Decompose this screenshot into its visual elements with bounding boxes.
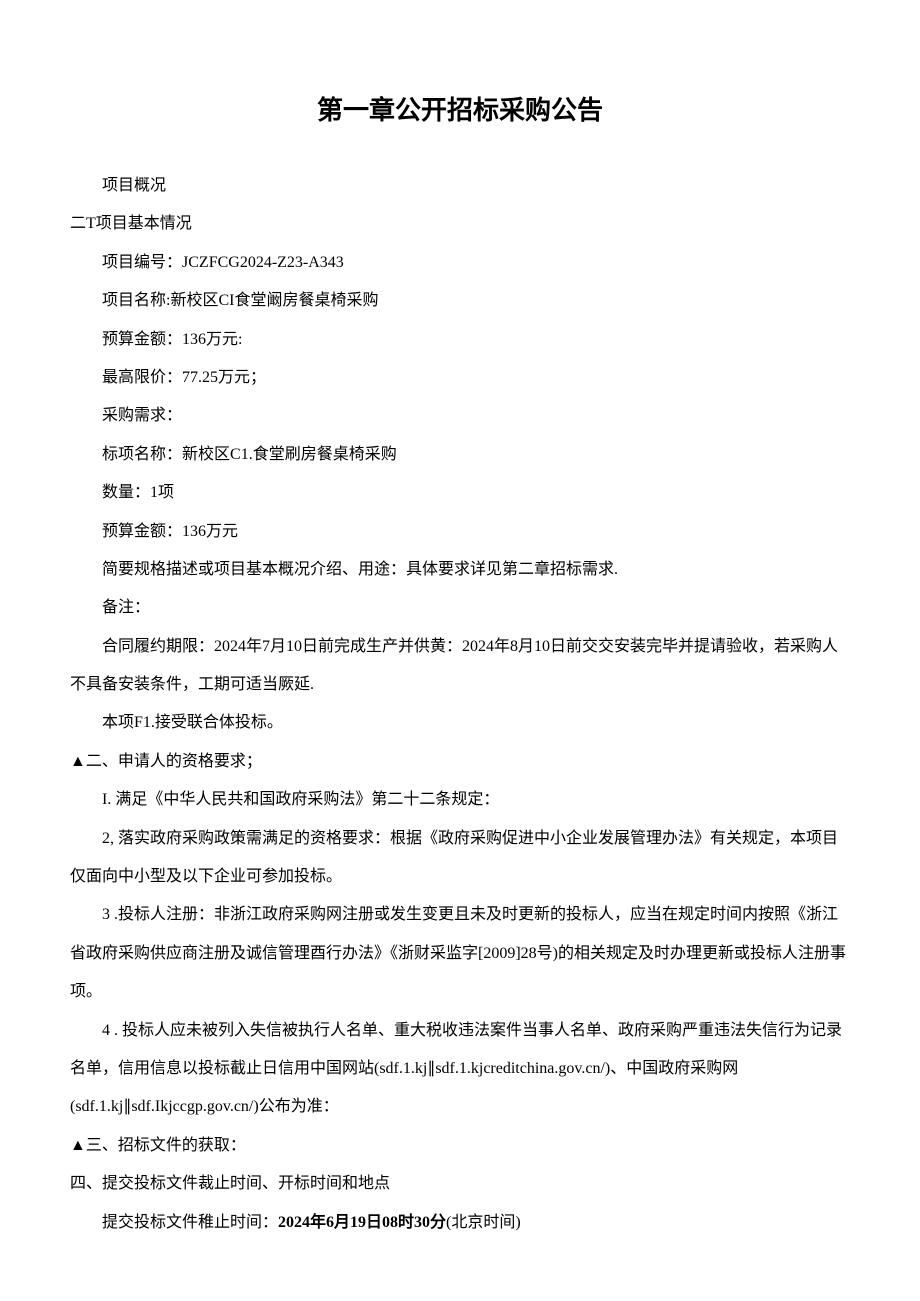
section2-item4: 4 . 投标人应未被列入失信被执行人名单、重大税收违法案件当事人名单、政府采购严…: [70, 1012, 850, 1127]
section2-item1: I. 满足《中华人民共和国政府采购法》第二十二条规定：: [70, 781, 850, 819]
quantity-row: 数量：1项: [70, 474, 850, 512]
section2-item2: 2, 落实政府采购政策需满足的资格要求：根据《政府采购促进中小企业发展管理办法》…: [70, 820, 850, 897]
quantity-label: 数量：: [102, 484, 150, 501]
project-name-label: 项目名称:: [102, 292, 170, 309]
project-no-label: 项目编号：: [102, 254, 182, 271]
spec-desc: 简要规格描述或项目基本概况介绍、用途：具体要求详见第二章招标需求.: [70, 551, 850, 589]
contract-period: 合同履约期限：2024年7月10日前完成生产并供黄：2024年8月10日前交交安…: [70, 628, 850, 705]
max-price-row: 最高限价：77.25万元；: [70, 359, 850, 397]
max-price: 77.25万元；: [182, 369, 266, 386]
item-budget: 136万元: [182, 523, 238, 540]
project-name: 新校区CI食堂阚房餐桌椅采购: [170, 292, 378, 309]
bid-item-name: 新校区C1.食堂刷房餐桌椅采购: [182, 446, 397, 463]
section2-heading: ▲二、申请人的资格要求；: [70, 743, 850, 781]
bid-item-label: 标项名称：: [102, 446, 182, 463]
budget: 136万元:: [182, 331, 242, 348]
notes-label: 备注：: [70, 589, 850, 627]
quantity: 1项: [150, 484, 174, 501]
overview-label: 项目概况: [70, 167, 850, 205]
section4-heading: 四、提交投标文件裁止时间、开标时间和地点: [70, 1165, 850, 1203]
deadline-suffix: (北京时间): [446, 1214, 521, 1231]
max-price-label: 最高限价：: [102, 369, 182, 386]
item-budget-row: 预算金额：136万元: [70, 513, 850, 551]
deadline-prefix: 提交投标文件稚止时间：: [102, 1214, 278, 1231]
section1-heading: 二T项目基本情况: [70, 205, 850, 243]
budget-label: 预算金额：: [102, 331, 182, 348]
project-no-row: 项目编号：JCZFCG2024-Z23-A343: [70, 244, 850, 282]
project-no: JCZFCG2024-Z23-A343: [182, 254, 344, 271]
deadline-bold: 2024年6月19日08时30分: [278, 1214, 446, 1231]
consortium: 本项F1.接受联合体投标。: [70, 704, 850, 742]
project-name-row: 项目名称:新校区CI食堂阚房餐桌椅采购: [70, 282, 850, 320]
chapter-title: 第一章公开招标采购公告: [70, 90, 850, 127]
purchase-req-label: 采购需求：: [70, 397, 850, 435]
deadline-row: 提交投标文件稚止时间：2024年6月19日08时30分(北京时间): [70, 1204, 850, 1242]
bid-item-row: 标项名称：新校区C1.食堂刷房餐桌椅采购: [70, 436, 850, 474]
section3-heading: ▲三、招标文件的获取：: [70, 1127, 850, 1165]
item-budget-label: 预算金额：: [102, 523, 182, 540]
budget-row: 预算金额：136万元:: [70, 321, 850, 359]
section2-item3: 3 .投标人注册：非浙江政府采购网注册或发生变更且未及时更新的投标人，应当在规定…: [70, 896, 850, 1011]
